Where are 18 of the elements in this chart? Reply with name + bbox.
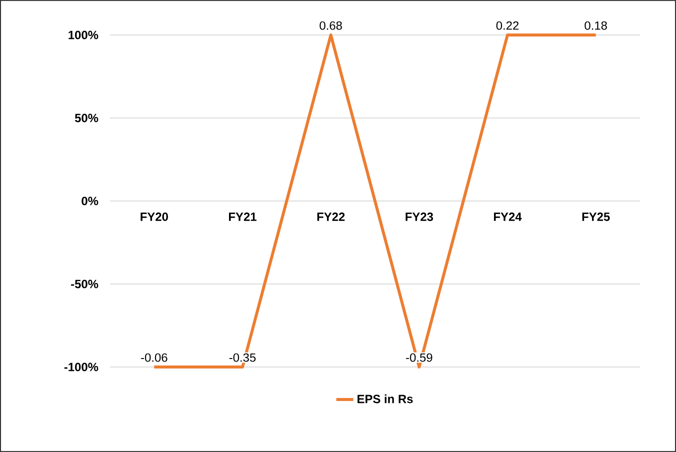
y-tick-label: 100% [68,30,98,40]
x-tick-label: FY25 [582,212,610,221]
annotation: -0.35 [229,353,256,362]
x-tick-label: FY22 [317,212,345,221]
annotation: -0.06 [141,353,168,362]
x-tick-label: FY24 [494,212,522,221]
y-tick-label: -50% [71,280,98,288]
x-tick-label: FY23 [406,212,434,222]
x-tick-label: FY20 [140,212,168,221]
y-tick-label: -100% [64,362,98,372]
legend-label: EPS in Rs [358,394,413,404]
x-tick-label: FY21 [229,212,256,221]
annotation: -0.59 [406,353,432,362]
annotation: 0.18 [584,21,607,30]
annotation: 0.22 [496,21,519,30]
y-tick-label: 0% [82,196,98,206]
annotation: 0.68 [320,21,342,30]
y-tick-label: 50% [74,114,98,122]
